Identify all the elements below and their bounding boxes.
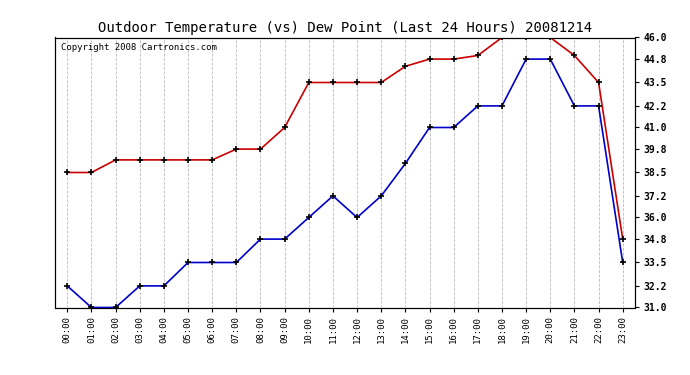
Text: Copyright 2008 Cartronics.com: Copyright 2008 Cartronics.com — [61, 43, 217, 52]
Title: Outdoor Temperature (vs) Dew Point (Last 24 Hours) 20081214: Outdoor Temperature (vs) Dew Point (Last… — [98, 21, 592, 35]
